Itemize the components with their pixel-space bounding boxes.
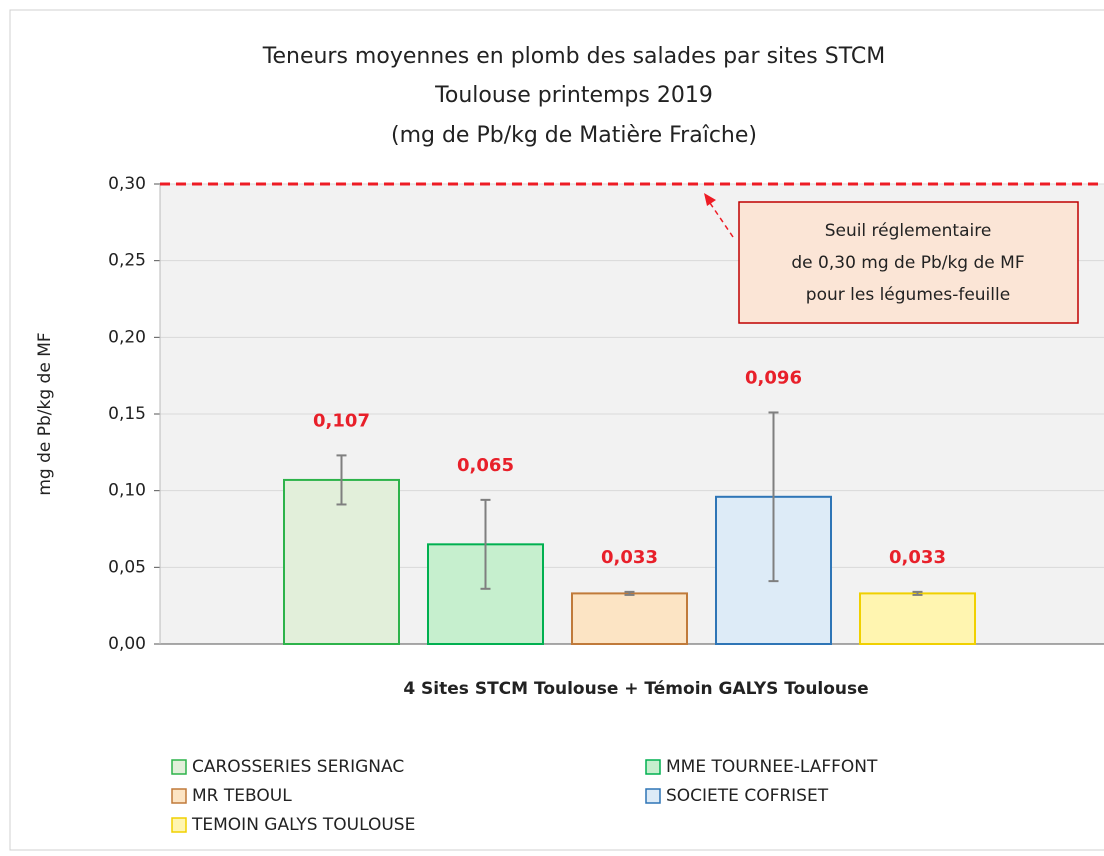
bar — [859, 592, 976, 646]
annotation-box — [738, 201, 1079, 324]
y-tick-label: 0,05 — [108, 557, 146, 577]
legend-label: MR TEBOUL — [192, 786, 292, 806]
legend-label: SOCIETE COFRISET — [666, 786, 829, 806]
y-tick-label: 0,20 — [108, 327, 146, 347]
chart-title: Toulouse printemps 2019 — [434, 83, 713, 108]
bar — [571, 592, 688, 646]
data-label: 0,033 — [889, 547, 946, 568]
y-tick-label: 0,00 — [108, 634, 146, 654]
x-axis-title: 4 Sites STCM Toulouse + Témoin GALYS Tou… — [403, 679, 868, 699]
legend-swatch — [171, 759, 187, 775]
annotation-arrow — [707, 199, 734, 238]
legend-swatch — [171, 817, 187, 833]
y-tick-label: 0,10 — [108, 481, 146, 501]
legend-swatch — [645, 759, 661, 775]
data-label: 0,107 — [313, 410, 370, 431]
data-label: 0,096 — [745, 367, 802, 388]
chart-title: Teneurs moyennes en plomb des salades pa… — [262, 44, 885, 69]
legend-label: MME TOURNEE-LAFFONT — [666, 757, 878, 777]
legend-label: CAROSSERIES SERIGNAC — [192, 757, 404, 777]
y-tick-label: 0,25 — [108, 251, 146, 271]
annotation-text: de 0,30 mg de Pb/kg de MF — [791, 253, 1024, 273]
arrow-head — [704, 193, 716, 206]
data-label: 0,065 — [457, 455, 514, 476]
legend-label: TEMOIN GALYS TOULOUSE — [191, 815, 415, 835]
y-axis-title: mg de Pb/kg de MF — [35, 332, 55, 495]
bar — [283, 478, 400, 645]
data-label: 0,033 — [601, 547, 658, 568]
y-tick-label: 0,15 — [108, 404, 146, 424]
legend-swatch — [645, 788, 661, 804]
chart-title: (mg de Pb/kg de Matière Fraîche) — [391, 123, 757, 148]
annotation-text: pour les légumes-feuille — [806, 285, 1010, 305]
legend-swatch — [171, 788, 187, 804]
y-tick-label: 0,30 — [108, 174, 146, 194]
annotation-text: Seuil réglementaire — [825, 221, 992, 241]
